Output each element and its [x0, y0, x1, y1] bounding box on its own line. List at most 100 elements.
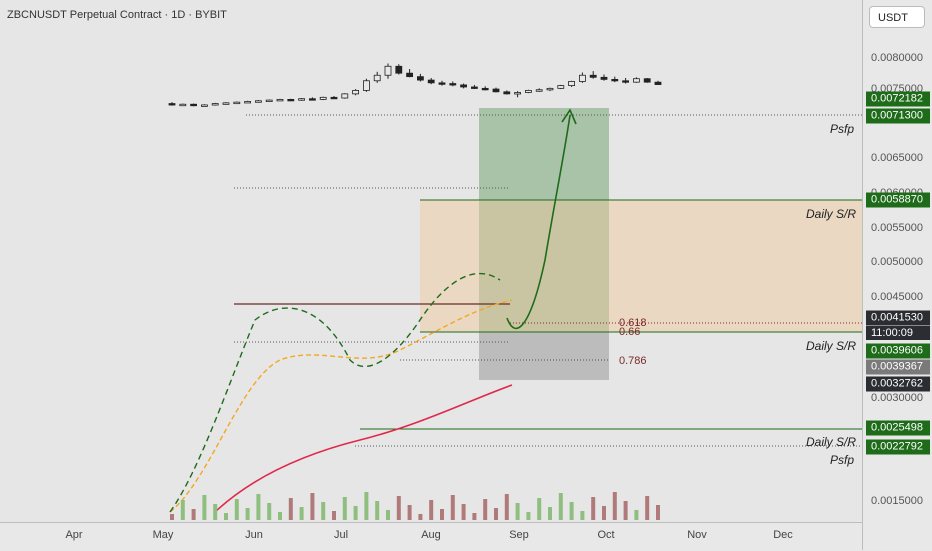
candle-body — [557, 85, 565, 89]
candle-body — [254, 100, 262, 103]
volume-bar — [332, 511, 336, 520]
candle-body — [298, 98, 306, 101]
price-axis[interactable]: USDT 0.0080000 0.0075000 0.0065000 0.006… — [862, 0, 932, 550]
volume-bar — [472, 513, 477, 520]
candle-body — [330, 96, 338, 100]
volume-bar — [321, 502, 326, 520]
time-tick: Sep — [509, 529, 529, 541]
volume-bar — [234, 499, 239, 520]
candle-body — [200, 104, 208, 107]
price-chart[interactable] — [0, 0, 862, 522]
candle-body — [546, 87, 554, 91]
volume-bar — [483, 499, 488, 520]
fib-618-label: 0.618 — [619, 317, 647, 329]
candle-body — [589, 74, 597, 78]
volume-bar — [569, 502, 574, 520]
volume-bar — [515, 503, 520, 520]
risk-zone — [479, 332, 609, 380]
volume-bar — [224, 513, 228, 520]
candle-body — [611, 78, 619, 82]
last-price-badge: 0.0041530 — [866, 310, 930, 326]
volume-bar — [440, 509, 444, 520]
candle-body — [579, 74, 586, 82]
volume-bar — [310, 493, 315, 520]
volume-bar — [342, 497, 347, 520]
sr-zone — [420, 200, 862, 332]
price-badge: 0.0071300 — [866, 108, 930, 124]
candle-body — [427, 79, 435, 84]
daily-sr-upper-label: Daily S/R — [806, 207, 857, 221]
volume-bar — [591, 497, 596, 520]
candle-body — [535, 89, 543, 92]
volume-bar — [245, 508, 250, 520]
candle-body — [492, 88, 500, 93]
candle-body — [643, 78, 651, 83]
daily-sr-low-label: Daily S/R — [806, 435, 857, 449]
arrow-head — [561, 108, 577, 125]
candle-body — [481, 87, 489, 91]
time-axis[interactable]: Apr May Jun Jul Aug Sep Oct Nov Dec — [0, 522, 862, 551]
candle-body — [179, 103, 187, 107]
price-badge: 0.0039606 — [866, 343, 930, 359]
volume-bars — [170, 492, 660, 520]
fib-66-label: 0.66 — [619, 326, 641, 338]
daily-sr-mid-label: Daily S/R — [806, 339, 857, 353]
volume-bar — [407, 505, 412, 520]
volume-bar — [548, 507, 552, 520]
candle-body — [352, 90, 360, 95]
price-badge: 0.0025498 — [866, 420, 930, 436]
candle-body — [514, 92, 521, 95]
volume-bar — [558, 493, 563, 520]
volume-bar — [213, 504, 218, 520]
volume-bar — [278, 512, 282, 520]
volume-bar — [170, 514, 174, 520]
projection-arrow — [506, 114, 571, 330]
time-tick: Nov — [687, 529, 707, 541]
chart-title: ZBCNUSDT Perpetual Contract · 1D · BYBIT — [7, 9, 227, 21]
price-badge: 0.0022792 — [866, 439, 930, 455]
candle-body — [265, 99, 273, 102]
volume-bar — [602, 506, 606, 520]
fib-786-label: 0.786 — [619, 355, 647, 367]
price-tick: 0.0055000 — [871, 222, 923, 234]
price-badge: 0.0032762 — [866, 376, 930, 392]
candle-body — [633, 78, 640, 83]
volume-bar — [580, 511, 585, 520]
ma-orange — [169, 299, 513, 513]
candle-body — [395, 65, 403, 74]
volume-bar — [418, 514, 423, 520]
volume-bar — [504, 494, 509, 520]
volume-bar — [191, 509, 196, 520]
volume-bar — [364, 492, 369, 520]
candle-body — [287, 99, 295, 102]
candle-body — [362, 80, 370, 91]
volume-bar — [396, 496, 401, 520]
volume-bar — [267, 503, 272, 520]
price-tick: 0.0050000 — [871, 256, 923, 268]
time-tick: May — [152, 529, 174, 541]
target-zone — [479, 108, 609, 332]
price-tick: 0.0030000 — [871, 392, 923, 404]
time-tick: Apr — [65, 529, 83, 541]
price-badge: 0.0039367 — [866, 359, 930, 375]
candle-body — [525, 90, 532, 93]
ma-green — [169, 273, 501, 513]
candle-body — [308, 98, 316, 101]
volume-bar — [386, 510, 390, 520]
volume-bar — [429, 500, 434, 520]
volume-bar — [634, 510, 639, 520]
time-tick: Jun — [245, 529, 263, 541]
volume-bar — [353, 506, 358, 520]
volume-bar — [202, 495, 207, 520]
candle-body — [211, 103, 219, 106]
ma-red — [214, 384, 513, 513]
currency-button[interactable]: USDT — [869, 6, 925, 28]
candle-body — [622, 80, 629, 83]
price-tick: 0.0045000 — [871, 291, 923, 303]
candle-body — [384, 65, 392, 76]
candle-body — [233, 101, 241, 105]
volume-bar — [288, 498, 293, 520]
volume-bar — [450, 495, 455, 520]
candle-body — [503, 91, 511, 95]
candle-body — [319, 96, 327, 100]
